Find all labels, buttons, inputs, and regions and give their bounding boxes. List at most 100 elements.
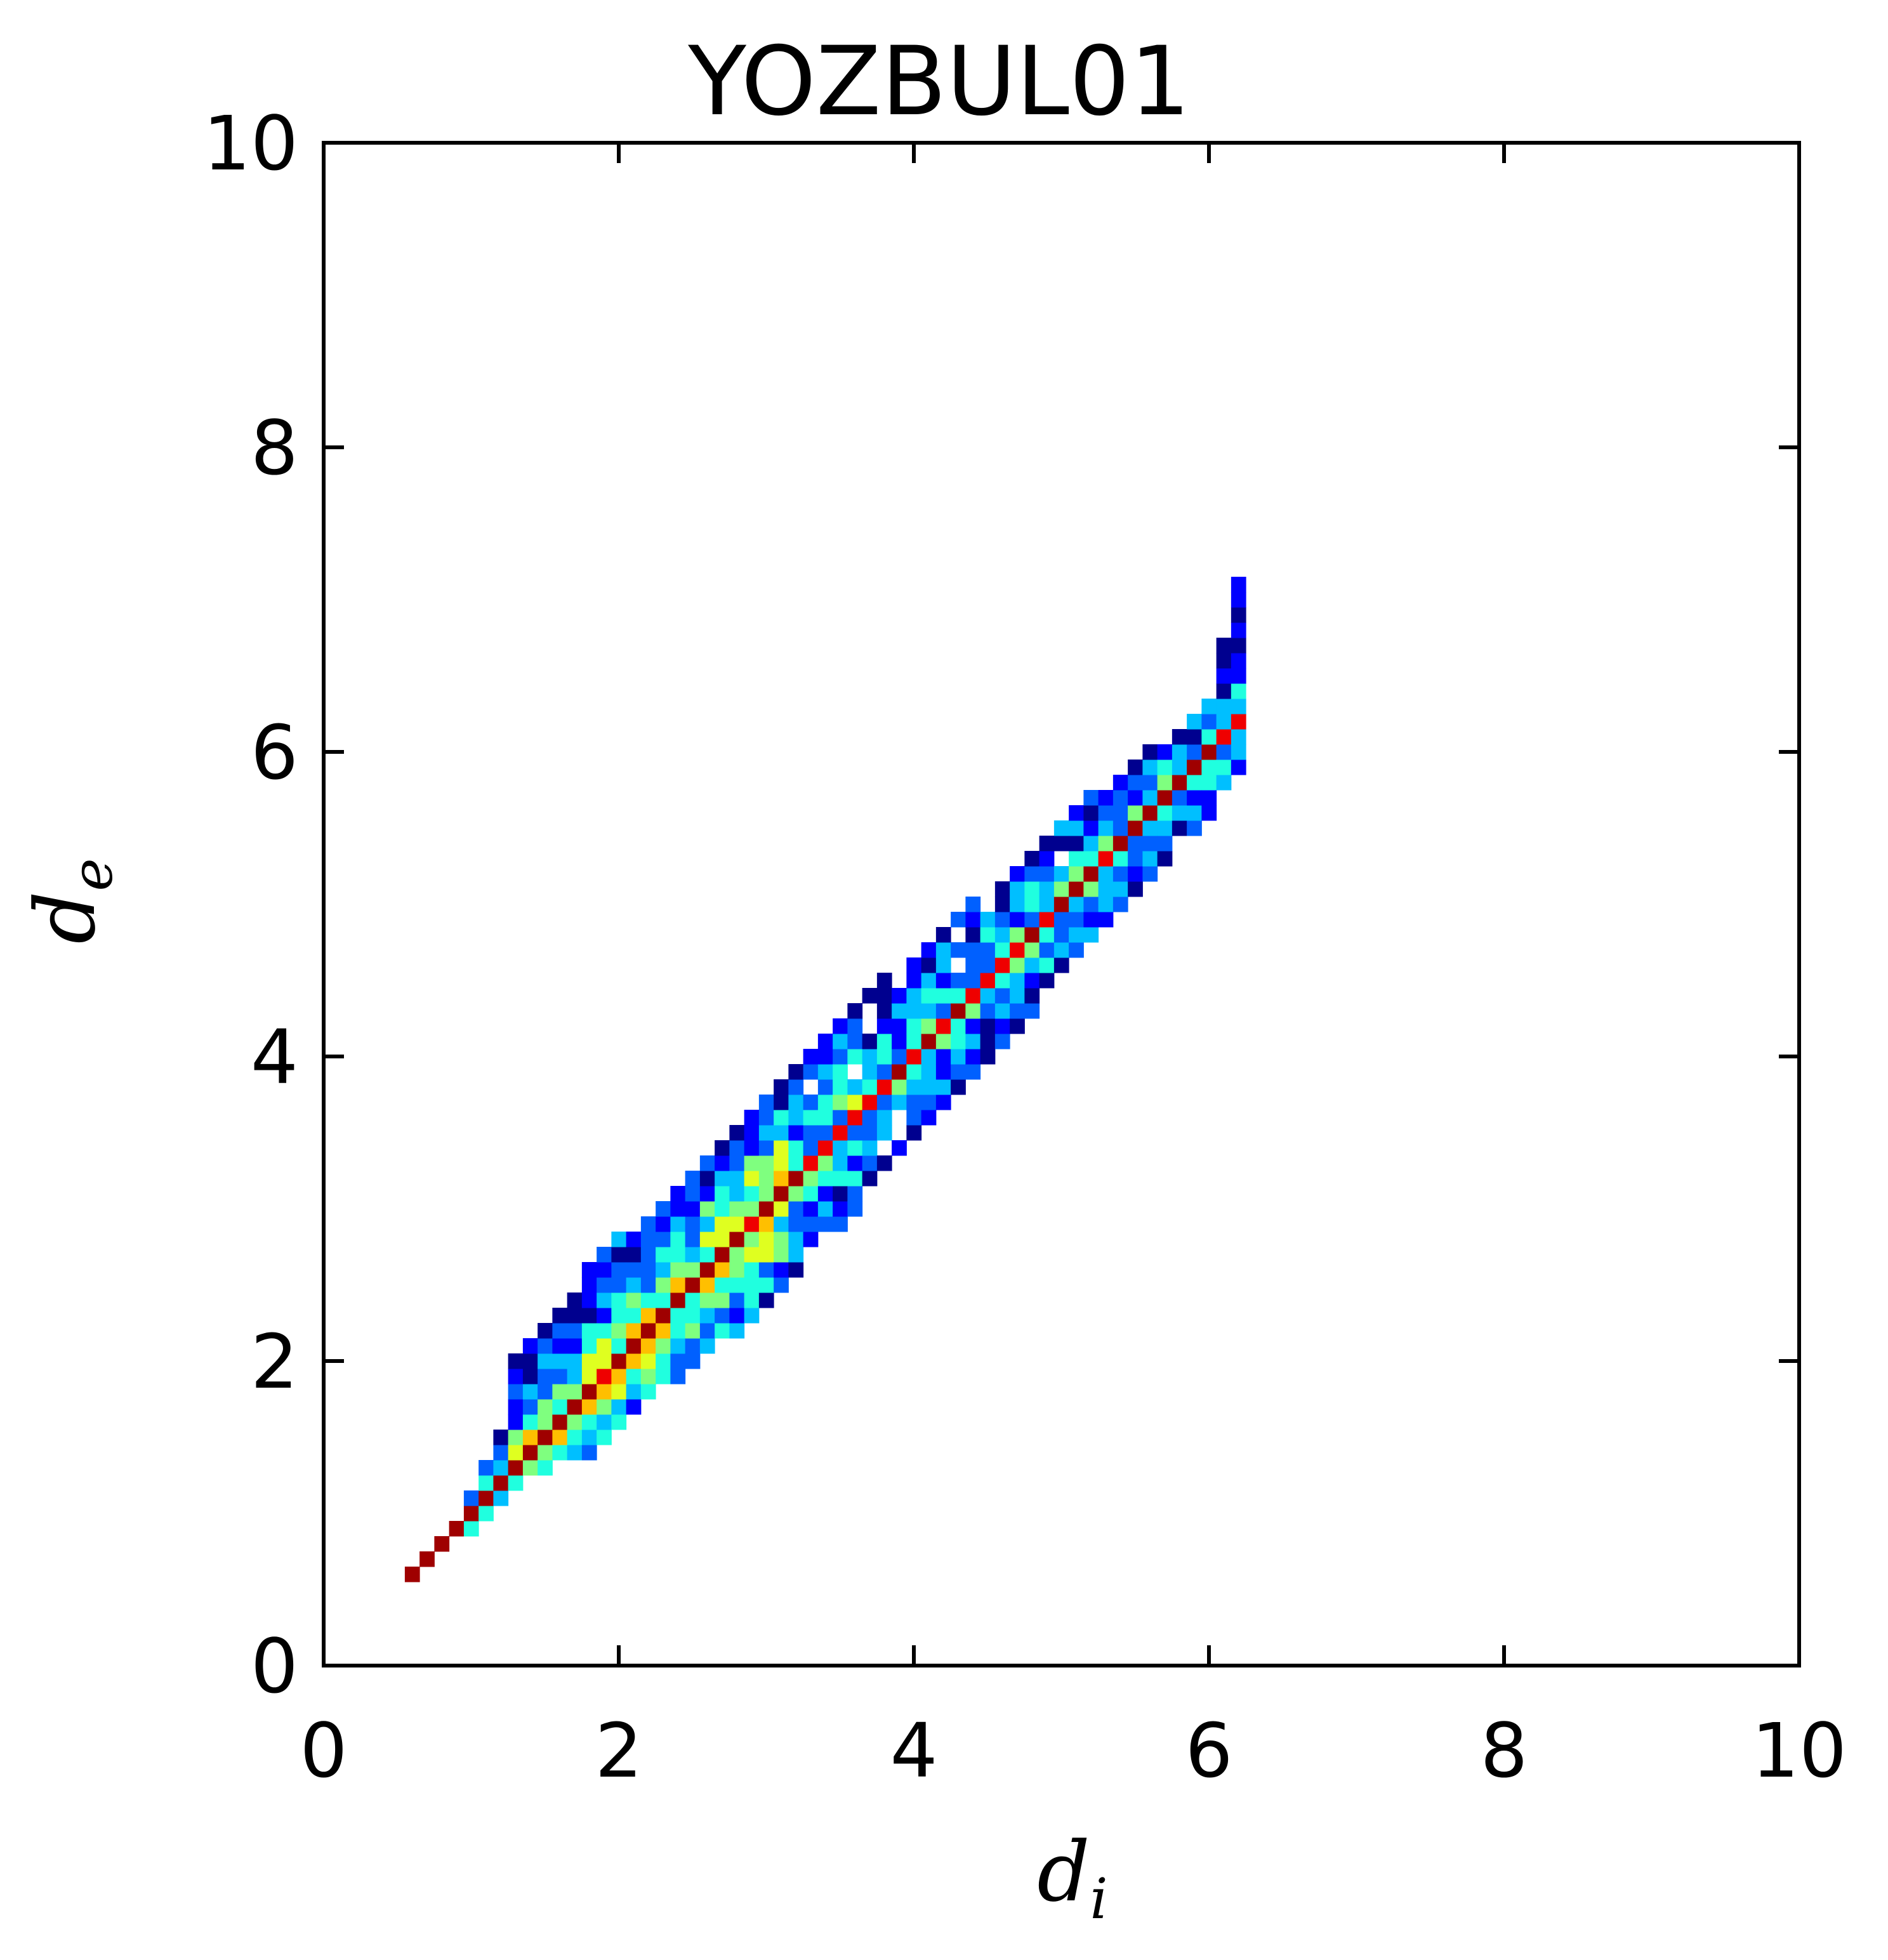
heatmap-cell [758,1155,774,1171]
heatmap-cell [876,1049,892,1065]
heatmap-cell [965,1049,981,1065]
heatmap-cell [935,957,951,973]
heatmap-cell [715,1186,730,1202]
heatmap-cell [538,1384,553,1400]
heatmap-cell [788,1232,804,1247]
heatmap-cell [862,1171,878,1187]
heatmap-cell [980,1003,996,1019]
heatmap-cell [847,1003,863,1019]
heatmap-cell [1039,942,1055,958]
heatmap-cell [817,1034,833,1049]
heatmap-cell [1039,973,1055,989]
heatmap-cell [1112,805,1128,821]
heatmap-cell [965,897,981,912]
heatmap-cell [597,1414,612,1430]
heatmap-cell [522,1353,538,1369]
heatmap-cell [921,988,937,1004]
heatmap-cell [817,1110,833,1126]
heatmap-cell [597,1384,612,1400]
heatmap-cell [597,1369,612,1384]
heatmap-cell [699,1186,715,1202]
heatmap-cell [1231,592,1246,608]
heatmap-cell [847,1155,863,1171]
heatmap-cell [1142,805,1158,821]
heatmap-cell [1201,699,1217,714]
heatmap-cell [522,1414,538,1430]
heatmap-cell [715,1292,730,1308]
heatmap-cell [1231,607,1246,623]
heatmap-cell [1069,805,1084,821]
heatmap-cell [788,1079,804,1095]
heatmap-cell [876,1095,892,1110]
heatmap-cell [1069,942,1084,958]
heatmap-cell [980,1049,996,1065]
heatmap-cell [1231,668,1246,684]
heatmap-cell [817,1155,833,1171]
heatmap-cell [1128,836,1143,852]
heatmap-cell [685,1353,701,1369]
heatmap-cell [788,1110,804,1126]
heatmap-cell [1010,912,1025,928]
heatmap-cell [1098,881,1114,897]
heatmap-cell [1157,851,1173,867]
heatmap-cell [522,1460,538,1476]
heatmap-cell [567,1384,583,1400]
heatmap-cell [479,1460,494,1476]
heatmap-cell [581,1323,597,1339]
heatmap-cell [1053,866,1069,882]
x-tick-label: 4 [890,1707,937,1794]
heatmap-cell [626,1277,642,1293]
heatmap-cell [906,1018,922,1034]
y-tick-label: 6 [251,709,298,796]
heatmap-cell [597,1399,612,1415]
heatmap-cell [758,1140,774,1156]
heatmap-cell [567,1414,583,1430]
heatmap-cell [640,1292,656,1308]
heatmap-cell [906,1003,922,1019]
heatmap-cell [685,1292,701,1308]
heatmap-cell [892,1034,907,1049]
heatmap-cell [876,988,892,1004]
heatmap-cell [567,1323,583,1339]
heatmap-cell [434,1536,450,1552]
heatmap-cell [876,973,892,989]
heatmap-cell [892,1095,907,1110]
heatmap-cell [1053,942,1069,958]
heatmap-cell [581,1369,597,1384]
heatmap-cell [892,1018,907,1034]
heatmap-cell [788,1247,804,1263]
heatmap-cell [862,1125,878,1141]
heatmap-cell [833,1140,848,1156]
chart-title: YOZBUL01 [687,27,1190,137]
heatmap-cell [1083,912,1099,928]
heatmap-cell [803,1125,819,1141]
heatmap-cell [803,1140,819,1156]
heatmap-cell [581,1384,597,1400]
heatmap-cell [862,1140,878,1156]
heatmap-cell [833,1095,848,1110]
heatmap-cell [906,1110,922,1126]
heatmap-cell [656,1323,671,1339]
heatmap-cell [1083,881,1099,897]
heatmap-cell [522,1384,538,1400]
heatmap-cell [788,1262,804,1278]
heatmap-cell [994,1034,1010,1049]
heatmap-cell [656,1277,671,1293]
heatmap-cell [921,973,937,989]
heatmap-cell [699,1171,715,1187]
heatmap-cell [1039,851,1055,867]
heatmap-cell [1172,790,1187,806]
heatmap-cell [980,957,996,973]
heatmap-cell [1053,881,1069,897]
heatmap-cell [876,1034,892,1049]
heatmap-cell [581,1262,597,1278]
heatmap-cell [1157,805,1173,821]
heatmap-cell [935,927,951,943]
heatmap-cell [640,1323,656,1339]
heatmap-cell [1039,912,1055,928]
heatmap-cell [1024,866,1040,882]
heatmap-cell [862,1095,878,1110]
heatmap-cell [699,1155,715,1171]
heatmap-cell [729,1155,745,1171]
heatmap-cell [994,927,1010,943]
